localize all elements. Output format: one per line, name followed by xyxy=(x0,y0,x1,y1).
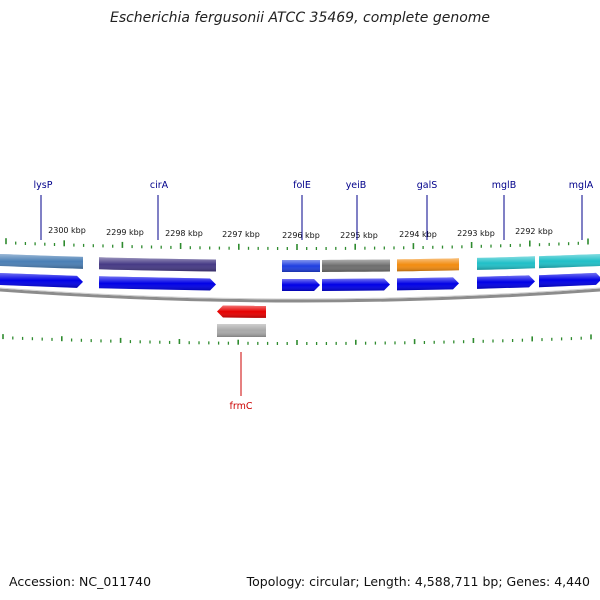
gene-tracks xyxy=(0,253,600,337)
svg-text:yeiB: yeiB xyxy=(346,180,367,191)
inner-tick-ring xyxy=(2,334,592,345)
scale-label: 2294 kbp xyxy=(399,230,437,239)
gene-block-folE[interactable] xyxy=(282,260,320,272)
scale-label: 2299 kbp xyxy=(106,228,144,237)
gene-block-frmC[interactable] xyxy=(217,324,266,337)
svg-text:mglA: mglA xyxy=(569,180,594,191)
scale-label: 2296 kbp xyxy=(282,231,320,240)
cds-arrow-mglB[interactable] xyxy=(477,275,535,289)
cds-arrow-lysP[interactable] xyxy=(0,272,83,288)
gene-label-folE[interactable]: folE xyxy=(293,180,311,240)
svg-text:frmC: frmC xyxy=(230,401,253,412)
gene-block-yeiB[interactable] xyxy=(322,259,390,273)
backbone-arc-highlight xyxy=(0,287,600,300)
scale-label: 2292 kbp xyxy=(515,227,553,236)
gene-block-cirA[interactable] xyxy=(99,257,216,272)
svg-text:folE: folE xyxy=(293,180,311,191)
svg-text:mglB: mglB xyxy=(492,180,516,191)
scale-label: 2297 kbp xyxy=(222,230,260,239)
gene-label-cirA[interactable]: cirA xyxy=(150,180,169,240)
accession-label: Accession: NC_011740 xyxy=(9,574,151,589)
scale-label: 2295 kbp xyxy=(340,231,378,240)
gene-block-galS[interactable] xyxy=(397,258,459,272)
scale-label: 2300 kbp xyxy=(48,226,86,235)
cds-arrow-frmC[interactable] xyxy=(217,305,266,318)
gene-label-mglA[interactable]: mglA xyxy=(569,180,594,240)
backbone-arc xyxy=(0,288,600,303)
scale-label: 2293 kbp xyxy=(457,229,495,238)
map-title: Escherichia fergusonii ATCC 35469, compl… xyxy=(110,10,490,26)
scale-label: 2298 kbp xyxy=(165,229,203,238)
gene-block-mglB[interactable] xyxy=(477,256,535,270)
gene-label-mglB[interactable]: mglB xyxy=(492,180,516,240)
gene-label-galS[interactable]: galS xyxy=(417,180,438,240)
cds-arrow-galS[interactable] xyxy=(397,277,459,291)
outer-tick-ring xyxy=(5,238,589,250)
svg-text:lysP: lysP xyxy=(34,180,53,191)
cds-arrow-yeiB[interactable] xyxy=(322,278,390,291)
cds-arrow-mglA[interactable] xyxy=(539,272,600,288)
svg-text:galS: galS xyxy=(417,180,438,191)
svg-text:cirA: cirA xyxy=(150,180,169,191)
gene-block-lysP[interactable] xyxy=(0,253,83,269)
gene-label-yeiB[interactable]: yeiB xyxy=(346,180,367,240)
gene-label-frmC[interactable]: frmC xyxy=(230,352,253,412)
gene-label-lysP[interactable]: lysP xyxy=(34,180,53,240)
topology-label: Topology: circular; Length: 4,588,711 bp… xyxy=(246,574,590,589)
scale-labels: 2300 kbp 2299 kbp 2298 kbp 2297 kbp 2296 kbp… xyxy=(48,226,553,240)
cds-arrow-folE[interactable] xyxy=(282,278,320,291)
cds-arrow-cirA[interactable] xyxy=(99,276,216,291)
gene-block-mglA[interactable] xyxy=(539,253,600,269)
gene-labels: lysP cirA folE yeiB galS mglB mglA frmC xyxy=(34,180,594,412)
